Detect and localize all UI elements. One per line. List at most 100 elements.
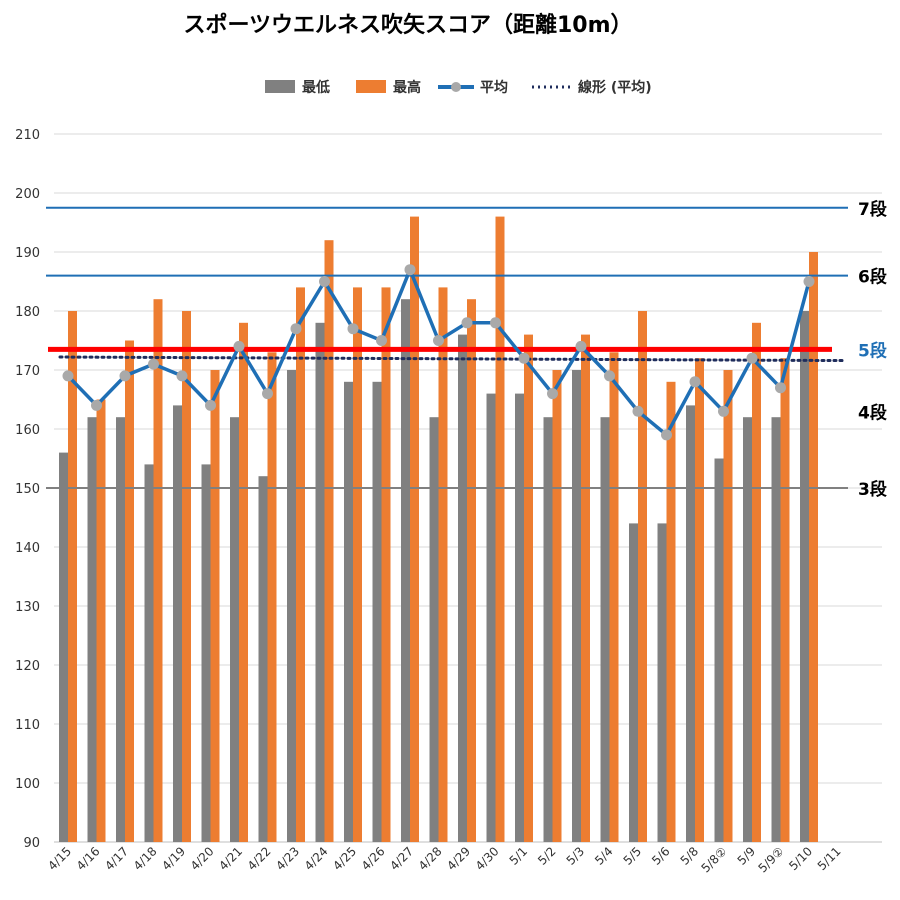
x-tick-label: 4/27 [387, 844, 416, 873]
bar-min-5/9② [771, 417, 781, 842]
legend-swatch-max [356, 80, 386, 93]
average-line [62, 264, 815, 441]
bar-max-5/4 [609, 352, 619, 842]
bar-min-4/18 [144, 464, 154, 842]
bar-max-5/8② [723, 370, 733, 842]
avg-point-4/26 [376, 335, 387, 346]
x-tick-label: 4/26 [359, 844, 388, 873]
y-tick-label: 190 [15, 246, 40, 261]
bar-max-4/20 [210, 370, 220, 842]
bar-min-4/28 [429, 417, 439, 842]
bar-max-4/19 [182, 311, 191, 842]
bar-min-4/16 [87, 417, 97, 842]
bar-max-4/16 [96, 399, 106, 842]
x-tick-label: 4/20 [188, 844, 217, 873]
bar-max-4/28 [438, 287, 448, 842]
reference-labels: 7段 6段 5段 4段 3段 [858, 199, 887, 500]
legend-label-avg: 平均 [480, 79, 508, 96]
bar-max-5/6 [666, 381, 676, 842]
trend-line [58, 355, 844, 363]
avg-point-5/8② [718, 405, 729, 417]
bar-max-5/5 [638, 311, 647, 842]
bar-min-4/20 [201, 464, 211, 842]
chart-legend: 最低 最高 平均 線形 (平均) [265, 79, 652, 96]
x-tick-label: 4/28 [416, 844, 445, 873]
x-tick-label: 4/16 [74, 844, 103, 873]
x-tick-label: 5/10 [786, 844, 815, 873]
avg-point-4/24 [319, 276, 330, 287]
bar-min-4/21 [230, 417, 239, 842]
x-tick-label: 4/23 [273, 844, 302, 873]
bar-max-5/10 [809, 252, 818, 842]
y-tick-label: 130 [15, 600, 40, 615]
bar-max-5/3 [581, 334, 590, 842]
avg-point-5/2 [547, 388, 558, 400]
legend-item-max: 最高 [356, 79, 421, 96]
legend-label-max: 最高 [393, 79, 421, 96]
x-tick-label: 4/17 [102, 844, 131, 873]
bar-min-5/3 [572, 370, 581, 842]
bar-min-4/25 [344, 381, 353, 842]
x-tick-label: 4/22 [245, 844, 274, 873]
avg-point-4/21 [233, 340, 245, 352]
y-tick-label: 120 [15, 659, 40, 674]
legend-swatch-min [265, 80, 295, 93]
x-tick-label: 4/30 [473, 844, 502, 873]
bar-min-4/29 [458, 334, 467, 842]
legend-item-trend: 線形 (平均) [532, 79, 652, 96]
y-tick-label: 90 [23, 836, 40, 851]
bar-min-5/10 [800, 311, 809, 842]
avg-point-4/19 [176, 370, 188, 382]
bar-min-4/26 [372, 381, 382, 842]
x-tick-label: 5/11 [815, 844, 844, 873]
avg-point-5/4 [604, 370, 615, 382]
avg-point-5/1 [518, 352, 530, 364]
bar-min-4/15 [59, 452, 68, 842]
bar-max-4/27 [410, 216, 419, 843]
ref-label-3段: 3段 [858, 479, 887, 500]
avg-point-4/28 [433, 335, 444, 346]
bar-max-4/29 [467, 299, 476, 842]
x-tick-label: 4/24 [302, 844, 331, 873]
bar-max-4/17 [125, 340, 134, 842]
y-tick-label: 200 [15, 187, 40, 202]
bar-max-4/26 [381, 287, 391, 842]
bar-max-4/24 [324, 240, 334, 842]
bar-max-4/30 [495, 216, 505, 843]
x-tick-label: 4/18 [131, 844, 160, 873]
avg-point-4/15 [62, 370, 74, 382]
legend-label-trend: 線形 (平均) [578, 79, 652, 96]
bar-min-4/17 [116, 417, 125, 842]
ref-label-5段: 5段 [858, 340, 887, 361]
bar-min-5/1 [515, 393, 524, 842]
bar-min-4/23 [287, 370, 296, 842]
y-tick-label: 180 [15, 305, 40, 320]
reference-lines [46, 206, 848, 489]
bar-max-5/8 [695, 358, 704, 842]
x-tick-label: 5/9 [735, 844, 759, 868]
bar-min-4/22 [258, 476, 268, 842]
x-axis-ticks: 4/15 4/16 4/17 4/18 4/19 4/20 4/21 4/22 4/23 4/24… [45, 844, 843, 875]
y-tick-label: 160 [15, 423, 40, 438]
avg-point-4/25 [347, 323, 359, 335]
x-tick-label: 5/8② [698, 844, 729, 875]
y-axis-ticks: 90 100 110 120 130 140 150 160 170 180 190 200 210 [15, 128, 40, 851]
bar-min-4/19 [173, 405, 182, 842]
x-tick-label: 4/25 [330, 844, 359, 873]
bar-max-4/15 [68, 311, 77, 842]
avg-point-5/5 [632, 405, 644, 417]
x-tick-label: 5/3 [564, 844, 588, 868]
legend-item-min: 最低 [265, 79, 330, 96]
avg-point-4/22 [262, 388, 273, 400]
bar-min-5/8 [686, 405, 695, 842]
bar-min-5/8② [714, 458, 724, 842]
bar-max-5/9② [780, 358, 790, 842]
ref-label-7段: 7段 [858, 199, 887, 220]
bar-max-5/9 [752, 322, 761, 842]
legend-item-avg: 平均 [438, 79, 508, 96]
bars [59, 216, 818, 843]
avg-point-5/9② [775, 382, 786, 394]
bar-max-4/18 [153, 299, 163, 842]
avg-point-5/3 [575, 340, 587, 352]
y-tick-label: 140 [15, 541, 40, 556]
